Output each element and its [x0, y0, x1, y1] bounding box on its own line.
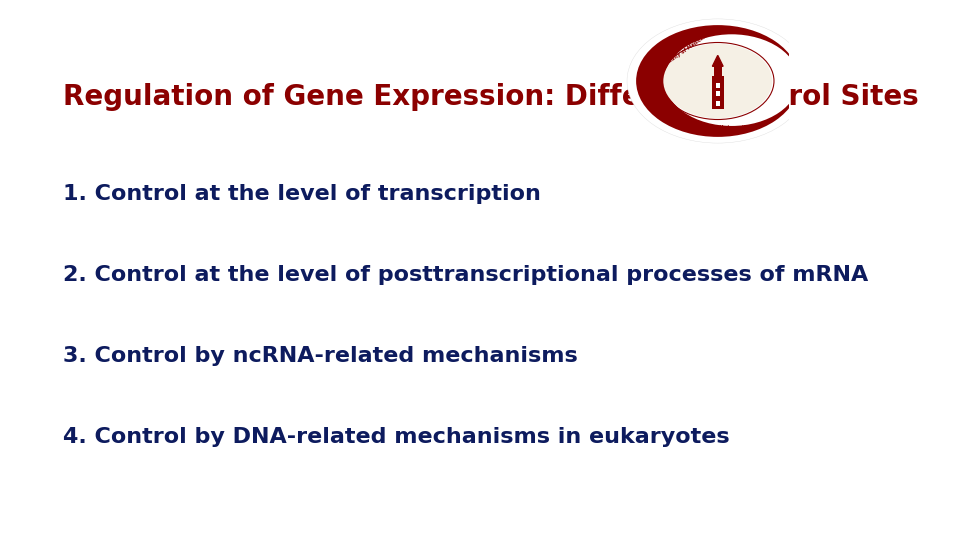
Circle shape: [636, 25, 800, 137]
FancyBboxPatch shape: [715, 101, 720, 106]
FancyBboxPatch shape: [712, 76, 724, 109]
Text: Regulation of Gene Expression: Different Control Sites: Regulation of Gene Expression: Different…: [63, 83, 919, 111]
FancyBboxPatch shape: [715, 91, 720, 96]
Polygon shape: [712, 56, 723, 66]
Text: Faculty of Medicine: Faculty of Medicine: [662, 32, 709, 68]
Text: Ain Shams University: Ain Shams University: [686, 125, 749, 130]
Text: 1. Control at the level of transcription: 1. Control at the level of transcription: [63, 184, 541, 205]
Circle shape: [627, 19, 808, 143]
Circle shape: [663, 44, 772, 118]
Text: 4. Control by DNA-related mechanisms in eukaryotes: 4. Control by DNA-related mechanisms in …: [63, 427, 730, 448]
FancyBboxPatch shape: [715, 83, 720, 87]
Circle shape: [664, 35, 799, 126]
FancyBboxPatch shape: [713, 66, 722, 76]
Text: 2. Control at the level of posttranscriptional processes of mRNA: 2. Control at the level of posttranscrip…: [63, 265, 869, 286]
Text: 3. Control by ncRNA-related mechanisms: 3. Control by ncRNA-related mechanisms: [63, 346, 578, 367]
